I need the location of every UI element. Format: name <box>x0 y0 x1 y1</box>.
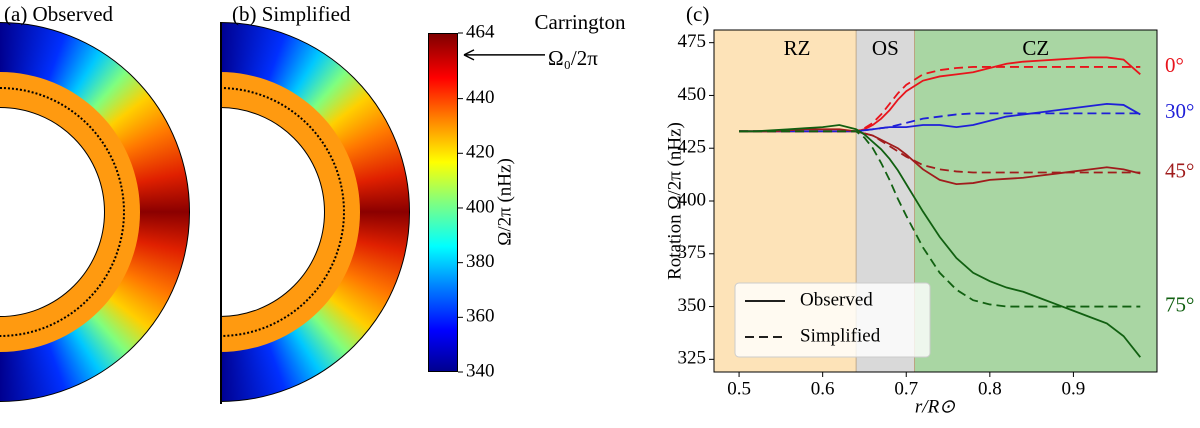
observed-map <box>0 22 195 404</box>
y-tick-label: 400 <box>678 189 707 210</box>
colorbar-tick-label: 360 <box>466 306 495 327</box>
y-tick-label: 375 <box>678 242 707 263</box>
x-tick-label: 0.6 <box>811 378 835 399</box>
series-label: 75° <box>1165 292 1194 316</box>
y-tick-label: 450 <box>678 84 707 105</box>
arrow-head <box>463 49 475 61</box>
region <box>914 29 1158 373</box>
x-tick-label: 0.5 <box>727 378 751 399</box>
series-line <box>739 128 1141 186</box>
region-label: CZ <box>1022 36 1049 60</box>
y-tick-label: 425 <box>678 137 707 158</box>
colorbar-tick-label: 420 <box>466 142 495 163</box>
legend-label: Observed <box>800 289 873 310</box>
series-label: 0° <box>1165 53 1184 77</box>
x-tick-label: 0.9 <box>1062 378 1086 399</box>
x-tick-label: 0.7 <box>894 378 918 399</box>
colorbar-tick-label: 340 <box>466 360 495 381</box>
colorbar-tick-label: 380 <box>466 251 495 272</box>
y-axis-label: Rotation Ω/2π (nHz) <box>664 122 685 280</box>
colorbar-tick-label: 464 <box>466 21 495 42</box>
y-tick-label: 350 <box>678 295 707 316</box>
series-line <box>739 124 1141 358</box>
y-tick-label: 475 <box>678 31 707 52</box>
region-label: RZ <box>784 36 811 60</box>
region-label: OS <box>872 36 899 60</box>
y-tick-label: 325 <box>678 348 707 369</box>
colorbar-label: Ω/2π (nHz) <box>494 158 515 246</box>
legend-label: Simplified <box>800 325 881 346</box>
series-label: 30° <box>1165 99 1194 123</box>
panel-a-title: (a) Observed <box>4 2 114 26</box>
carrington-symbol: Ω₀/2π <box>548 46 598 70</box>
panel-b-title: (b) Simplified <box>232 2 351 26</box>
panel-c-title: (c) <box>686 2 709 26</box>
carrington-label: Carrington <box>535 10 626 34</box>
legend: Observed Simplified <box>734 282 931 358</box>
x-tick-label: 0.8 <box>978 378 1002 399</box>
simplified-map <box>220 22 415 404</box>
colorbar-tick-label: 400 <box>466 196 495 217</box>
x-axis-label: r/R⊙ <box>915 396 955 417</box>
colorbar-tick-label: 440 <box>466 87 495 108</box>
colorbar <box>428 33 458 372</box>
series-label: 45° <box>1165 158 1194 182</box>
series-line <box>739 130 1141 308</box>
